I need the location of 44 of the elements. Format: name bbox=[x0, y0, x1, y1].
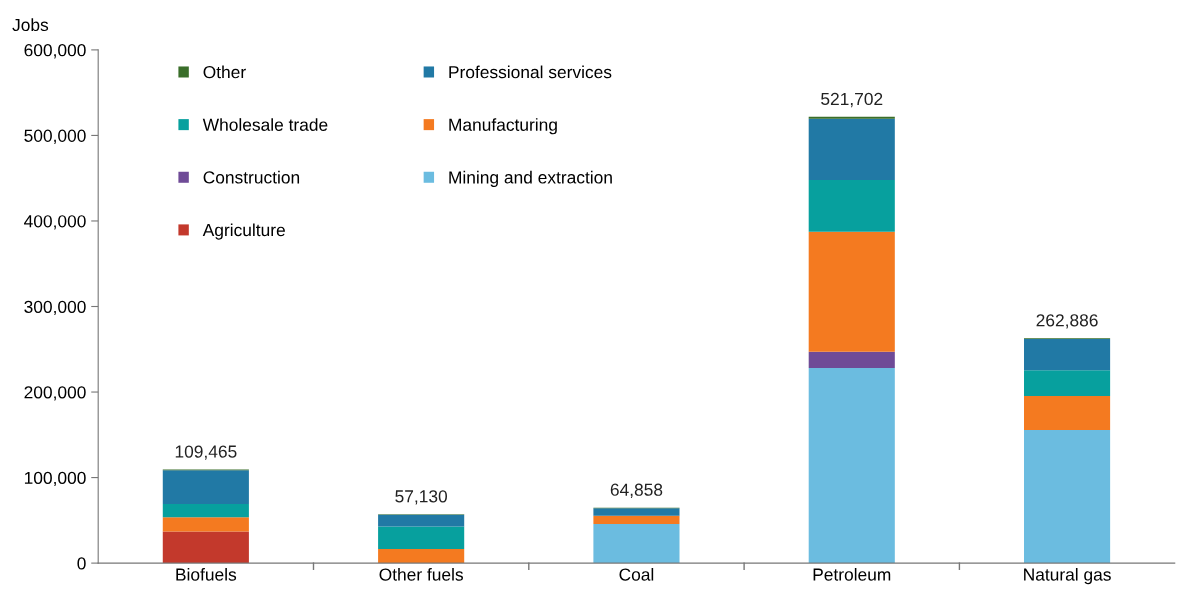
x-tick-label: Coal bbox=[619, 567, 654, 581]
legend-label: Wholesale trade bbox=[202, 118, 328, 131]
legend-label: Other bbox=[203, 65, 246, 79]
y-tick-label: 400,000 bbox=[24, 215, 86, 230]
y-tick-label: 500,000 bbox=[24, 129, 86, 144]
total-label: 109,465 bbox=[175, 445, 237, 460]
bar bbox=[593, 524, 680, 564]
bar bbox=[162, 531, 249, 564]
x-tick-label: Biofuels bbox=[176, 567, 237, 581]
bar bbox=[808, 368, 895, 564]
y-axis-title: Jobs bbox=[12, 18, 49, 32]
total-label: 521,702 bbox=[821, 92, 883, 108]
bar bbox=[808, 231, 895, 352]
bar bbox=[1024, 370, 1111, 396]
legend-label: Mining and extraction bbox=[449, 170, 612, 187]
legend-label: Manufacturing bbox=[449, 118, 557, 135]
legend-label: Professional services bbox=[449, 65, 612, 79]
x-tick-label: Petroleum bbox=[813, 567, 891, 581]
bar bbox=[378, 526, 465, 550]
bar bbox=[162, 504, 249, 518]
y-tick-label: 300,000 bbox=[24, 300, 86, 316]
total-label: 262,886 bbox=[1036, 314, 1098, 329]
bar bbox=[1024, 430, 1111, 564]
bar bbox=[593, 508, 680, 516]
y-tick-label: 200,000 bbox=[24, 386, 86, 401]
bar bbox=[1024, 339, 1111, 371]
y-tick-label: 600,000 bbox=[24, 44, 86, 59]
bar bbox=[162, 517, 249, 532]
bar bbox=[378, 514, 465, 527]
legend-label: Construction bbox=[203, 170, 300, 184]
y-tick-label: 0 bbox=[77, 557, 86, 570]
total-label: 57,130 bbox=[395, 490, 448, 505]
bar bbox=[593, 515, 680, 525]
x-tick-label: Other fuels bbox=[379, 567, 463, 581]
x-tick-label: Natural gas bbox=[1024, 567, 1111, 585]
bar bbox=[808, 118, 895, 180]
legend-label: Agriculture bbox=[202, 223, 285, 240]
bar bbox=[1024, 395, 1111, 431]
bar bbox=[162, 470, 249, 505]
bar bbox=[808, 179, 895, 232]
y-tick-label: 100,000 bbox=[24, 471, 86, 487]
total-label: 64,858 bbox=[610, 483, 663, 498]
bar bbox=[808, 351, 895, 369]
bar bbox=[378, 549, 465, 564]
